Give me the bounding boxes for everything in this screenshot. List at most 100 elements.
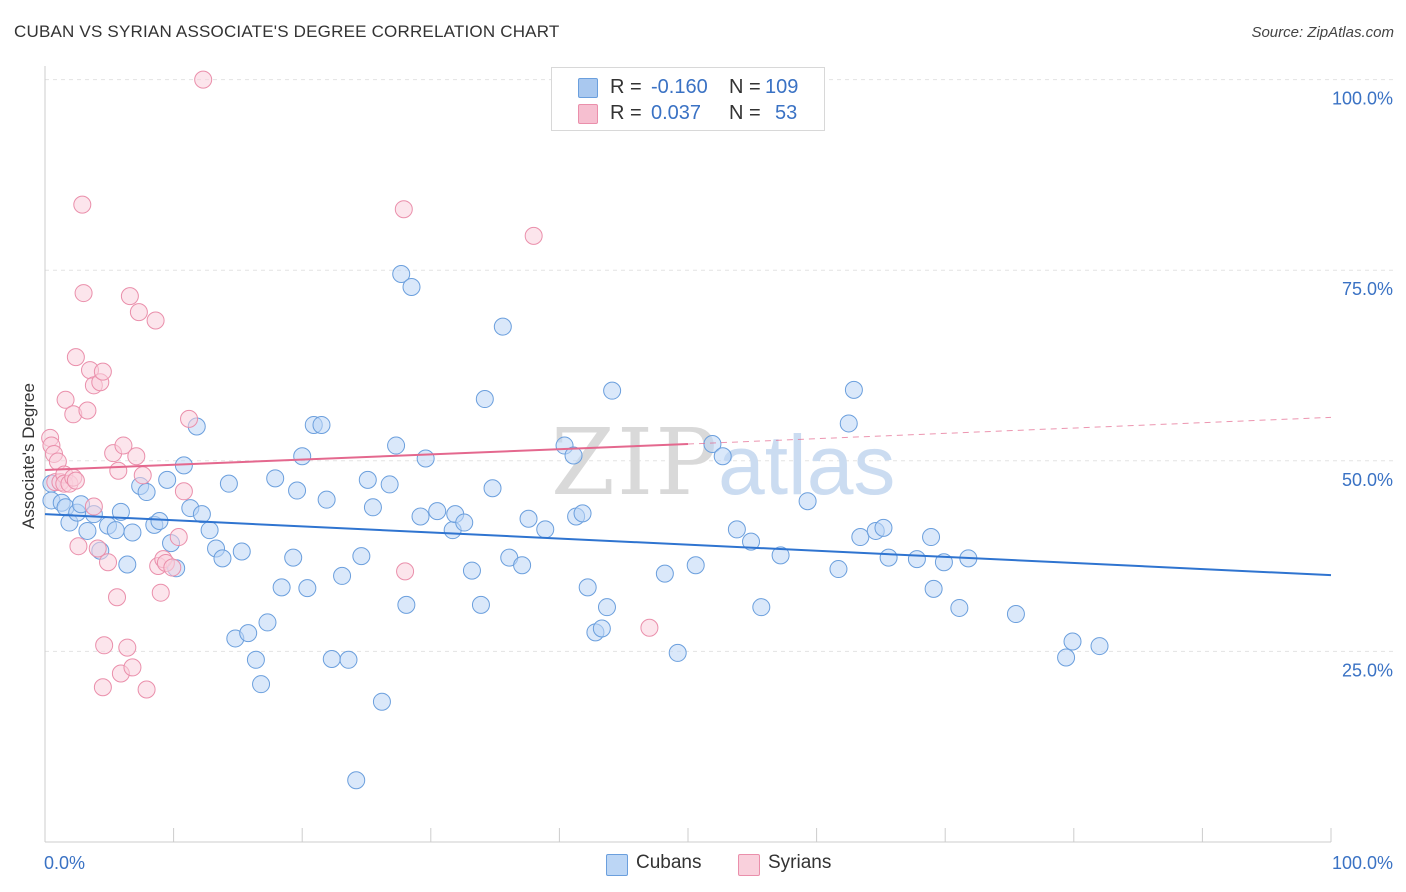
cuban-point [252,675,271,694]
syrian-point [118,638,137,657]
syrian-point [108,588,127,607]
syrian-point [93,678,112,697]
syrian-point [524,226,543,245]
y-tick-label: 75.0% [1342,279,1393,299]
cuban-point [536,520,555,539]
syrian-trend-line [44,443,689,471]
syrian-point [123,658,142,677]
syrian-point [137,680,156,699]
syrian-trend-extension [687,416,1332,445]
syrian-point [163,558,182,577]
cuban-point [312,415,331,434]
cuban-point [358,470,377,489]
cuban-point [258,613,277,632]
syrian-point [396,562,415,581]
syrian-point [169,528,188,547]
legend-r-value: 0.037 [651,102,702,124]
legend-n-label: N = [729,102,761,124]
cuban-point [200,521,219,540]
cuban-point [851,528,870,547]
cuban-point [513,556,532,575]
bottom-legend-swatch-cubans [606,854,628,876]
syrian-point [114,436,133,455]
cuban-point [829,560,848,579]
syrian-point [146,311,165,330]
cuban-point [298,579,317,598]
cuban-trend-line [44,513,1332,577]
cuban-point [950,598,969,617]
cuban-point [742,532,761,551]
syrian-point [95,636,114,655]
cuban-point [1057,648,1076,667]
y-axis-label: Associate's Degree [19,383,38,529]
cuban-point [293,447,312,466]
syrian-point [56,390,75,409]
syrian-point [194,70,213,89]
syrian-point [99,553,118,572]
legend-swatch-syrians [578,104,598,124]
cuban-point [352,547,371,566]
chart-title: CUBAN VS SYRIAN ASSOCIATE'S DEGREE CORRE… [14,22,560,41]
cuban-point [392,265,411,284]
legend-box: R = -0.160 N = 109 R = 0.037 N = 53 [551,67,825,131]
cuban-point [272,578,291,597]
syrian-point [180,409,199,428]
syrian-point [129,303,148,322]
cuban-point [686,556,705,575]
cuban-point [397,595,416,614]
syrian-point [78,401,97,420]
legend-r-label: R = [610,76,642,98]
cuban-point [284,548,303,567]
cuban-point [592,619,611,638]
cuban-point [111,502,130,521]
cuban-point [578,578,597,597]
syrian-point [88,539,107,558]
cuban-point [922,528,941,547]
cuban-point [158,470,177,489]
legend-swatch-cubans [578,78,598,98]
cuban-point [78,521,97,540]
syrian-point [73,195,92,214]
cuban-point [879,548,898,567]
syrian-point [127,447,146,466]
legend-row-cubans: R = -0.160 N = 109 [552,74,824,100]
syrian-point [93,362,112,381]
cuban-point [839,414,858,433]
cuban-point [752,598,771,617]
syrian-point [394,200,413,219]
cuban-point [219,474,238,493]
cuban-point [192,505,211,524]
cuban-point [844,380,863,399]
bottom-legend-label-syrians: Syrians [768,852,832,873]
syrian-point [120,287,139,306]
cuban-point [137,483,156,502]
y-tick-label: 25.0% [1342,660,1393,680]
cuban-point [339,650,358,669]
cuban-point [266,469,285,488]
cuban-point [411,507,430,526]
cuban-point [1006,605,1025,624]
cuban-point [1090,637,1109,656]
cuban-point [655,564,674,583]
syrian-point [133,466,152,485]
cuban-point [428,502,447,521]
cuban-point [150,512,169,531]
cuban-point [455,513,474,532]
cuban-point [380,475,399,494]
cuban-point [288,481,307,500]
legend-n-label: N = [729,76,761,98]
syrian-point [109,461,128,480]
cuban-point [347,771,366,790]
cuban-point [1063,632,1082,651]
syrian-point [84,497,103,516]
legend-r-value: -0.160 [651,76,708,98]
cuban-point [907,550,926,569]
syrian-point [69,537,88,556]
cuban-point [713,447,732,466]
series-cubans [42,265,1109,790]
syrian-point [74,284,93,303]
legend-n-value: 53 [775,102,798,124]
cuban-point [317,490,336,509]
y-tick-label: 50.0% [1342,470,1393,490]
